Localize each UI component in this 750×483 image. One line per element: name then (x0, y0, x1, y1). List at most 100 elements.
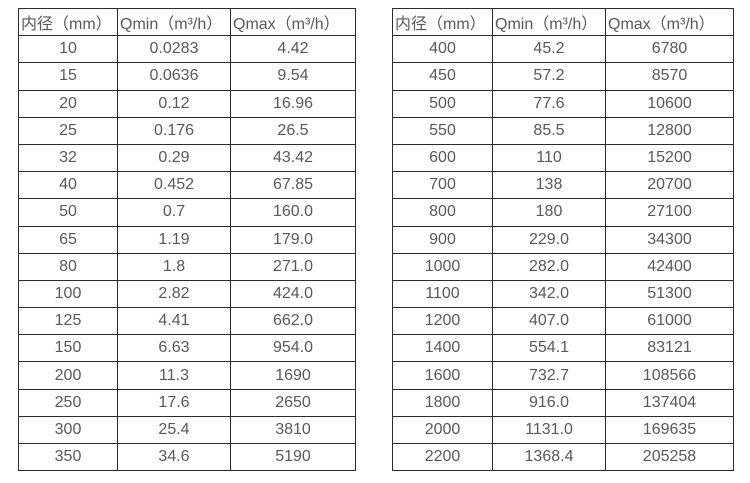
table-cell: 138 (492, 171, 606, 200)
table-cell: 4.41 (117, 307, 231, 336)
table-row: 900 229.0 34300 (392, 225, 734, 254)
flow-table-large-diameters: 内径（mm） Qmin（m³/h） Qmax（m³/h） 400 45.2 6780… (392, 7, 734, 472)
table-cell: 1131.0 (492, 415, 606, 445)
table-cell: 10600 (605, 89, 734, 118)
table-row: 400 45.2 6780 (392, 35, 734, 64)
table-cell: 1200 (392, 307, 493, 336)
table-cell: 662.0 (230, 307, 356, 336)
table-cell: 43.42 (230, 143, 356, 173)
table-cell: 110 (492, 143, 606, 173)
table-cell: 1368.4 (492, 442, 606, 472)
table-header-row: 内径（mm） Qmin（m³/h） Qmax（m³/h） (392, 7, 734, 37)
table-cell: 0.452 (117, 171, 231, 200)
table-cell: 150 (18, 334, 118, 363)
table-cell: 0.176 (117, 116, 231, 145)
table-cell: 450 (392, 62, 493, 91)
table-cell: 250 (18, 388, 118, 417)
table-cell: 700 (392, 171, 493, 200)
table-row: 2000 1131.0 169635 (392, 415, 734, 445)
table-cell: 169635 (605, 415, 734, 445)
column-header-diameter: 内径（mm） (18, 7, 118, 37)
table-row: 32 0.29 43.42 (18, 143, 356, 173)
table-cell: 160.0 (230, 198, 356, 227)
table-cell: 2200 (392, 442, 493, 472)
table-cell: 2000 (392, 415, 493, 445)
table-cell: 342.0 (492, 279, 606, 309)
table-cell: 83121 (605, 334, 734, 363)
table-cell: 1.8 (117, 252, 231, 281)
table-cell: 15 (18, 62, 118, 91)
table-cell: 550 (392, 116, 493, 145)
table-cell: 0.0636 (117, 62, 231, 91)
table-cell: 0.0283 (117, 35, 231, 64)
table-cell: 2.82 (117, 279, 231, 309)
table-cell: 80 (18, 252, 118, 281)
table-cell: 200 (18, 361, 118, 390)
table-row: 20 0.12 16.96 (18, 89, 356, 118)
table-body: 10 0.0283 4.42 15 0.0636 9.54 20 0.12 16.96 25 0.1… (18, 35, 356, 472)
table-cell: 229.0 (492, 225, 606, 254)
table-cell: 17.6 (117, 388, 231, 417)
table-cell: 407.0 (492, 307, 606, 336)
table-cell: 34300 (605, 225, 734, 254)
table-cell: 6.63 (117, 334, 231, 363)
flow-table-small-diameters: 内径（mm） Qmin（m³/h） Qmax（m³/h） 10 0.0283 4.4… (18, 7, 356, 472)
table-cell: 10 (18, 35, 118, 64)
table-cell: 0.12 (117, 89, 231, 118)
table-header-row: 内径（mm） Qmin（m³/h） Qmax（m³/h） (392, 7, 734, 37)
table-cell: 125 (18, 307, 118, 336)
table-row: 40 0.452 67.85 (18, 171, 356, 200)
table-row: 600 110 15200 (392, 143, 734, 173)
table-row: 80 1.8 271.0 (18, 252, 356, 281)
table-row: 200 11.3 1690 (18, 361, 356, 390)
table-cell: 600 (392, 143, 493, 173)
table-cell: 916.0 (492, 388, 606, 417)
table-cell: 77.6 (492, 89, 606, 118)
table-cell: 57.2 (492, 62, 606, 91)
table-cell: 100 (18, 279, 118, 309)
table-cell: 5190 (230, 442, 356, 472)
table-cell: 20700 (605, 171, 734, 200)
table-cell: 350 (18, 442, 118, 472)
column-header-qmax: Qmax（m³/h） (230, 7, 356, 37)
table-row: 350 34.6 5190 (18, 442, 356, 472)
table-cell: 9.54 (230, 62, 356, 91)
table-cell: 16.96 (230, 89, 356, 118)
table-row: 10 0.0283 4.42 (18, 35, 356, 64)
table-cell: 0.29 (117, 143, 231, 173)
table-cell: 11.3 (117, 361, 231, 390)
table-cell: 954.0 (230, 334, 356, 363)
table-row: 1600 732.7 108566 (392, 361, 734, 390)
table-cell: 42400 (605, 252, 734, 281)
table-cell: 732.7 (492, 361, 606, 390)
table-cell: 85.5 (492, 116, 606, 145)
table-row: 15 0.0636 9.54 (18, 62, 356, 91)
table-row: 250 17.6 2650 (18, 388, 356, 417)
table-cell: 400 (392, 35, 493, 64)
table-cell: 1000 (392, 252, 493, 281)
table-cell: 108566 (605, 361, 734, 390)
table-cell: 12800 (605, 116, 734, 145)
table-row: 1800 916.0 137404 (392, 388, 734, 417)
table-cell: 8570 (605, 62, 734, 91)
table-cell: 1800 (392, 388, 493, 417)
table-cell: 51300 (605, 279, 734, 309)
table-cell: 45.2 (492, 35, 606, 64)
table-row: 125 4.41 662.0 (18, 307, 356, 336)
table-row: 1200 407.0 61000 (392, 307, 734, 336)
table-cell: 6780 (605, 35, 734, 64)
table-row: 550 85.5 12800 (392, 116, 734, 145)
table-cell: 27100 (605, 198, 734, 227)
column-header-qmin: Qmin（m³/h） (492, 7, 606, 37)
table-row: 800 180 27100 (392, 198, 734, 227)
table-cell: 1400 (392, 334, 493, 363)
table-cell: 15200 (605, 143, 734, 173)
table-cell: 4.42 (230, 35, 356, 64)
table-row: 25 0.176 26.5 (18, 116, 356, 145)
table-cell: 26.5 (230, 116, 356, 145)
table-row: 500 77.6 10600 (392, 89, 734, 118)
table-header-row: 内径（mm） Qmin（m³/h） Qmax（m³/h） (18, 7, 356, 37)
table-cell: 25 (18, 116, 118, 145)
table-cell: 1690 (230, 361, 356, 390)
